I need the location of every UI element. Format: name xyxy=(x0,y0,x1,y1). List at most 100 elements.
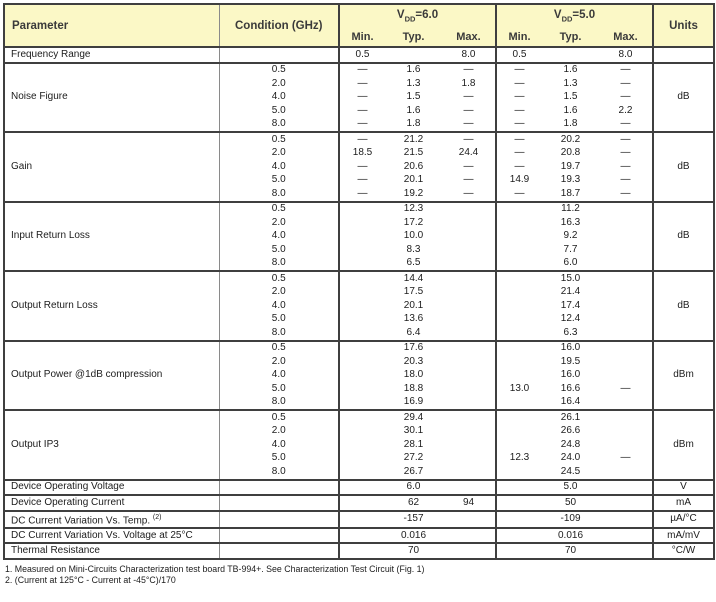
cell-vdd5-max xyxy=(599,285,654,299)
cell-vdd6-typ: 0.016 xyxy=(385,526,442,544)
cell-condition: 4.0 xyxy=(219,299,340,313)
spec-row: 4.0 — 20.6 — — 19.7 — xyxy=(4,160,714,174)
cell-vdd5-min xyxy=(496,396,542,411)
cell-vdd6-typ: 12.3 xyxy=(385,200,442,216)
cell-vdd6-max: 24.4 xyxy=(442,146,497,160)
cell-vdd6-max xyxy=(442,339,497,355)
cell-vdd5-typ: 50 xyxy=(542,494,599,511)
cell-vdd5-max xyxy=(599,355,654,369)
cell-vdd5-min: 0.5 xyxy=(496,46,542,63)
table-section: Output IP3 0.5 29.4 26.1 dBm 2.0 30.1 26.6 4.0 28… xyxy=(4,409,714,480)
cell-condition: 8.0 xyxy=(219,465,340,480)
cell-condition: 4.0 xyxy=(219,438,340,452)
cell-vdd5-max xyxy=(599,326,654,341)
table-section: Output Power @1dB compression 0.5 17.6 16.0… xyxy=(4,339,714,411)
cell-vdd6-min: — xyxy=(357,104,368,116)
cell-vdd5-max: — xyxy=(599,160,654,174)
cell-units: mA xyxy=(653,494,714,511)
cell-vdd5-typ: 18.7 xyxy=(560,187,581,199)
cell-vdd6-typ: 19.2 xyxy=(403,187,424,199)
cell-condition: 5.0 xyxy=(219,451,340,465)
cell-vdd5-typ: 6.0 xyxy=(563,257,578,269)
cell-vdd5-min xyxy=(496,243,542,257)
cell-vdd5-typ: 16.4 xyxy=(560,396,581,408)
table-section: Input Return Loss 0.5 12.3 11.2 dB 2.0 17.2 16.… xyxy=(4,200,714,271)
cell-vdd6-min xyxy=(339,339,385,355)
cell-vdd5-min xyxy=(496,216,542,230)
cell-vdd5-typ: 70 xyxy=(542,542,599,559)
cell-condition: 2.0 xyxy=(219,146,340,160)
cell-vdd5-max xyxy=(599,424,654,438)
cell-vdd5-min xyxy=(496,494,542,511)
cell-vdd5-min xyxy=(496,369,542,383)
cell-vdd6-typ: 13.6 xyxy=(403,313,424,325)
cell-condition: 0.5 xyxy=(219,409,340,425)
cell-vdd5-max: — xyxy=(599,173,654,187)
cell-vdd6-min xyxy=(339,465,385,480)
cell-vdd6-max xyxy=(442,216,497,230)
cell-vdd6-typ: 21.2 xyxy=(385,131,442,147)
cell-vdd5-typ: 24.8 xyxy=(560,438,581,450)
spec-row: 2.0 20.3 19.5 xyxy=(4,355,714,369)
cell-vdd5-min xyxy=(496,542,542,559)
cell-vdd6-max: 1.8 xyxy=(442,77,497,91)
cell-vdd6-max xyxy=(442,382,497,396)
cell-vdd5-min: — xyxy=(496,131,542,147)
cell-vdd6-min xyxy=(339,494,385,511)
spec-row: 5.0 — 20.1 — 14.9 19.3 — xyxy=(4,173,714,187)
spec-row: Output Return Loss 0.5 14.4 15.0 dB xyxy=(4,270,714,341)
cell-vdd6-max xyxy=(442,270,497,286)
cell-vdd6-max: — xyxy=(442,173,497,187)
cell-vdd6-min xyxy=(339,425,385,439)
cell-units: mA/mV xyxy=(653,526,714,544)
cell-vdd6-max: 94 xyxy=(442,494,497,511)
cell-vdd6-max xyxy=(442,285,497,299)
cell-vdd5-min xyxy=(496,230,542,244)
cell-vdd5-typ: 17.4 xyxy=(560,299,581,311)
cell-vdd6-min xyxy=(339,243,385,257)
cell-vdd5-typ: 16.0 xyxy=(542,339,599,355)
spec-row: 8.0 — 1.8 — — 1.8 — xyxy=(4,117,714,132)
cell-vdd6-max xyxy=(442,465,497,480)
cell-vdd5-max: — xyxy=(599,61,654,77)
cell-vdd6-max xyxy=(442,368,497,382)
cell-vdd5-max: — xyxy=(599,90,654,104)
cell-vdd5-typ: 24.0 xyxy=(560,452,581,464)
table-section: Device Operating Voltage 6.0 5.0 V xyxy=(4,478,714,495)
cell-vdd6-min xyxy=(339,438,385,452)
cell-condition: 2.0 xyxy=(219,77,340,91)
cell-vdd5-min: — xyxy=(514,104,525,116)
cell-vdd5-max xyxy=(599,368,654,382)
cell-units: dB xyxy=(653,131,714,202)
cell-vdd6-max: — xyxy=(442,90,497,104)
cell-parameter: Noise Figure xyxy=(4,61,220,132)
cell-vdd6-min xyxy=(339,200,385,216)
cell-vdd5-typ: 21.4 xyxy=(560,286,581,298)
subscript: DD xyxy=(561,14,573,24)
cell-condition: 2.0 xyxy=(219,216,340,230)
cell-vdd5-max xyxy=(599,216,654,230)
cell-vdd6-typ: 6.5 xyxy=(406,257,421,269)
cell-vdd6-min xyxy=(339,452,385,466)
spec-row: Input Return Loss 0.5 12.3 11.2 dB xyxy=(4,200,714,271)
cell-vdd5-min xyxy=(496,478,542,495)
cell-vdd6-max: — xyxy=(442,187,497,202)
cell-vdd6-max xyxy=(442,478,497,495)
cell-vdd6-typ: 1.5 xyxy=(406,91,421,103)
footnote-reference: (2) xyxy=(152,513,162,521)
cell-vdd5-typ: 20.2 xyxy=(542,131,599,147)
cell-vdd6-min: — xyxy=(357,160,368,172)
footnote-2: 2. (Current at 125°C - Current at -45°C)… xyxy=(5,574,176,585)
cell-condition: 0.5 xyxy=(219,339,340,355)
cell-vdd6-max xyxy=(442,542,497,559)
cell-vdd5-min xyxy=(496,526,542,544)
cell-vdd6-typ: 18.0 xyxy=(403,369,424,381)
cell-vdd6-max xyxy=(442,243,497,257)
cell-vdd5-max xyxy=(599,465,654,480)
cell-vdd5-max: — xyxy=(599,382,654,396)
cell-vdd6-typ: 1.6 xyxy=(385,61,442,77)
cell-condition: 4.0 xyxy=(219,229,340,243)
cell-condition xyxy=(219,46,340,63)
cell-vdd6-typ: 20.1 xyxy=(403,174,424,186)
spec-row: 5.0 18.8 13.0 16.6 — xyxy=(4,382,714,396)
